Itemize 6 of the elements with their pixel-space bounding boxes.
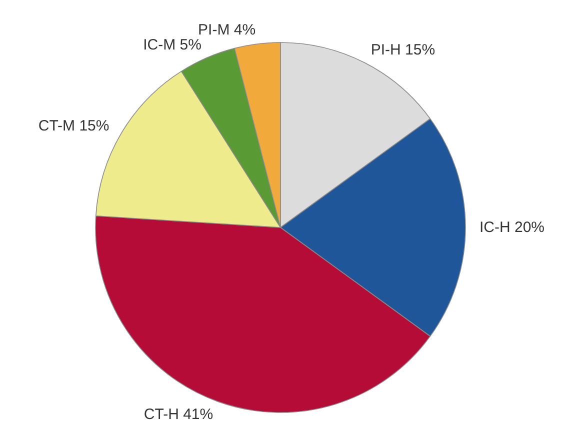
slice-label: IC-H 20%	[480, 219, 545, 236]
slice-label: PI-M 4%	[198, 22, 256, 39]
slice-label: CT-M 15%	[38, 118, 110, 135]
slice-label: IC-M 5%	[143, 36, 202, 54]
slice-label: PI-H 15%	[370, 42, 436, 59]
slice-label: CT-H 41%	[144, 406, 214, 424]
